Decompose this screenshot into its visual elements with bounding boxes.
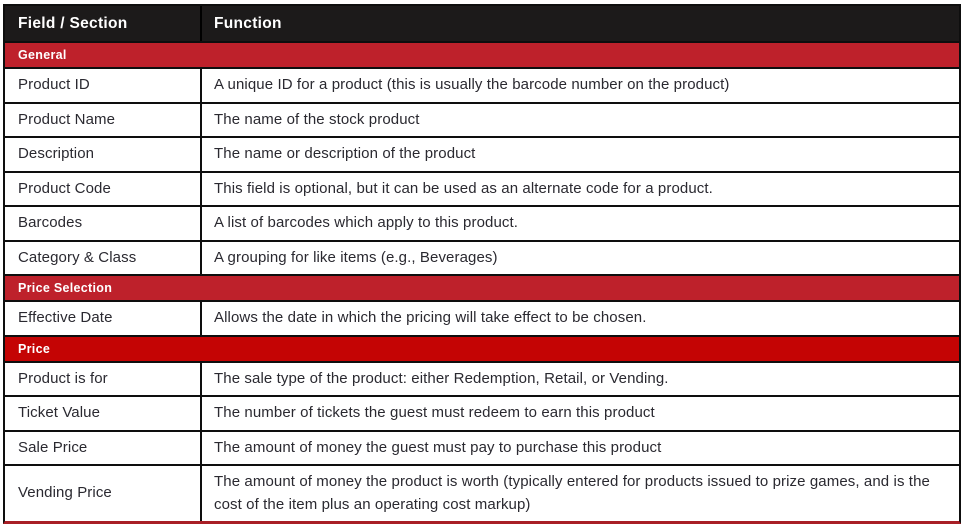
field-cell: Category & Class <box>5 241 202 274</box>
column-header-field-section: Field / Section <box>5 6 202 41</box>
section-row-price-selection: Price Selection <box>5 274 959 300</box>
function-cell: The amount of money the product is worth… <box>214 473 930 513</box>
function-cell: Allows the date in which the pricing wil… <box>214 309 647 326</box>
table-row-product-is-for: Product is for The sale type of the prod… <box>5 360 959 395</box>
field-cell: Description <box>5 138 202 171</box>
table-row-product-code: Product Code This field is optional, but… <box>5 170 959 205</box>
table-row-product-name: Product Name The name of the stock produ… <box>5 101 959 136</box>
field-cell: Vending Price <box>5 466 202 521</box>
field-cell: Product ID <box>5 69 202 102</box>
section-row-general: General <box>5 41 959 67</box>
table-row-barcodes: Barcodes A list of barcodes which apply … <box>5 205 959 240</box>
function-cell: A grouping for like items (e.g., Beverag… <box>214 248 498 266</box>
table-row-sale-price: Sale Price The amount of money the guest… <box>5 429 959 464</box>
field-cell: Effective Date <box>5 302 202 335</box>
field-cell: Ticket Value <box>5 397 202 430</box>
table-header-row: Field / Section Function <box>5 6 959 41</box>
function-cell: The name of the stock product <box>214 110 420 128</box>
table-row-product-id: Product ID A unique ID for a product (th… <box>5 67 959 102</box>
field-cell: Sale Price <box>5 431 202 464</box>
function-cell: This field is optional, but it can be us… <box>214 179 713 197</box>
field-cell: Barcodes <box>5 207 202 240</box>
function-cell: The sale type of the product: either Red… <box>214 369 669 387</box>
function-cell: A list of barcodes which apply to this p… <box>214 214 519 231</box>
table-row-vending-price: Vending Price The amount of money the pr… <box>5 464 959 521</box>
column-header-function: Function <box>214 14 282 32</box>
field-function-table: Field / Section Function General Product… <box>3 4 961 524</box>
section-row-price: Price <box>5 334 959 361</box>
field-cell: Product is for <box>5 362 202 395</box>
field-cell: Product Name <box>5 103 202 136</box>
function-cell: The amount of money the guest must pay t… <box>214 438 662 456</box>
table-row-category-class: Category & Class A grouping for like ite… <box>5 239 959 274</box>
table-row-effective-date: Effective Date Allows the date in which … <box>5 300 959 335</box>
function-cell: The number of tickets the guest must red… <box>214 404 655 421</box>
field-cell: Product Code <box>5 172 202 205</box>
function-cell: The name or description of the product <box>214 145 476 162</box>
function-cell: A unique ID for a product (this is usual… <box>214 76 730 93</box>
table-row-description: Description The name or description of t… <box>5 136 959 171</box>
table-row-ticket-value: Ticket Value The number of tickets the g… <box>5 395 959 430</box>
